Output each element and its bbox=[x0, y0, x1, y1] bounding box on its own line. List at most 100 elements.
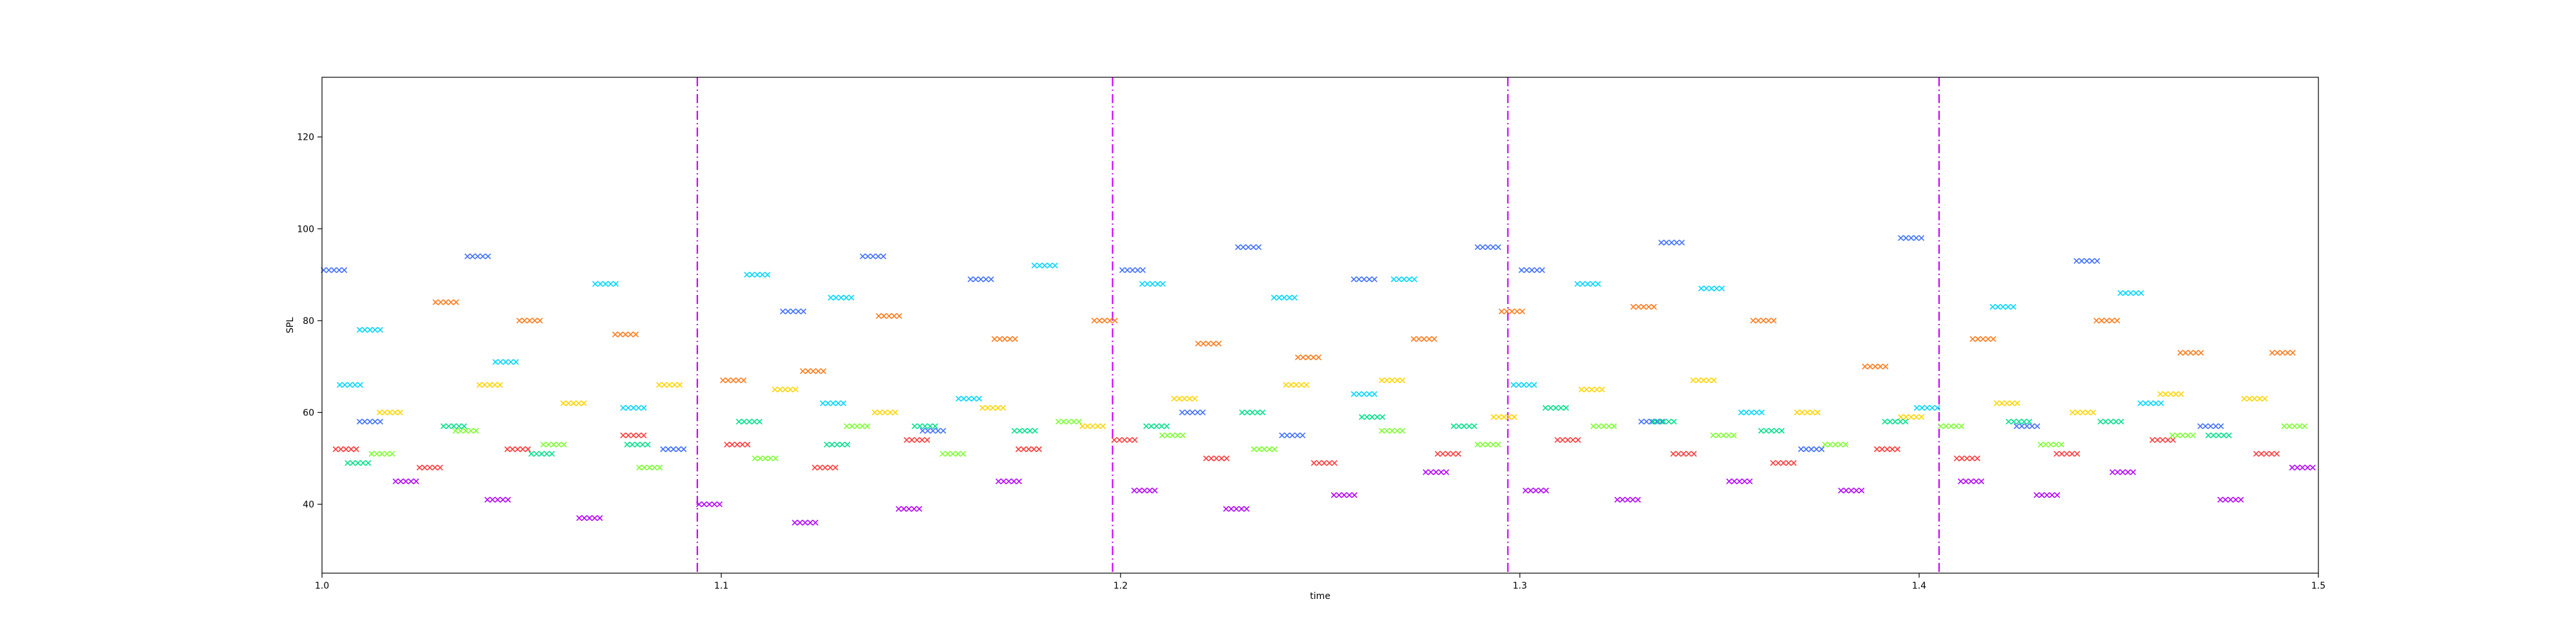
plot-background bbox=[322, 77, 2318, 573]
data-point bbox=[392, 478, 419, 484]
data-point bbox=[540, 441, 567, 448]
data-point bbox=[1670, 451, 1697, 457]
data-point bbox=[1989, 303, 2016, 310]
data-point bbox=[911, 423, 938, 430]
data-point bbox=[2281, 423, 2308, 430]
data-point bbox=[1614, 497, 1641, 503]
y-tick-label: 60 bbox=[303, 408, 314, 418]
data-point bbox=[1590, 423, 1617, 430]
data-point bbox=[432, 299, 459, 305]
data-point bbox=[321, 267, 348, 274]
data-point bbox=[484, 497, 511, 503]
data-point bbox=[1490, 414, 1517, 421]
data-point bbox=[1031, 262, 1058, 269]
data-point bbox=[1350, 391, 1378, 397]
data-point bbox=[516, 317, 543, 324]
data-point bbox=[820, 400, 847, 406]
data-point bbox=[345, 460, 372, 466]
data-point bbox=[2205, 432, 2232, 439]
data-point bbox=[1350, 276, 1378, 283]
data-point bbox=[1522, 488, 1549, 494]
data-point bbox=[1179, 409, 1206, 416]
data-point bbox=[2053, 451, 2080, 457]
data-points bbox=[321, 234, 2316, 526]
data-point bbox=[416, 464, 443, 471]
data-point bbox=[1390, 276, 1417, 283]
data-point bbox=[1379, 428, 1406, 434]
data-point bbox=[332, 446, 359, 453]
data-point bbox=[492, 359, 519, 365]
data-point bbox=[1630, 303, 1657, 310]
data-point bbox=[440, 423, 468, 430]
data-point bbox=[2157, 391, 2184, 397]
data-point bbox=[1499, 308, 1526, 315]
data-point bbox=[636, 464, 663, 471]
data-point bbox=[1015, 446, 1042, 453]
data-point bbox=[476, 382, 503, 388]
data-point bbox=[660, 446, 687, 453]
data-point bbox=[1738, 409, 1765, 416]
data-point bbox=[1873, 446, 1900, 453]
data-point bbox=[2149, 437, 2176, 443]
data-point bbox=[2013, 423, 2040, 430]
data-point bbox=[612, 331, 639, 337]
x-tick-label: 1.3 bbox=[1513, 581, 1527, 591]
data-point bbox=[2169, 432, 2196, 439]
data-point bbox=[980, 404, 1007, 411]
data-point bbox=[2289, 464, 2316, 471]
y-tick-label: 40 bbox=[303, 500, 314, 510]
data-point bbox=[1279, 432, 1306, 439]
data-point bbox=[1331, 492, 1358, 498]
data-point bbox=[1953, 455, 1980, 462]
data-point bbox=[1359, 414, 1386, 421]
x-tick-label: 1.4 bbox=[1912, 581, 1926, 591]
data-point bbox=[1143, 423, 1170, 430]
data-point bbox=[1794, 409, 1821, 416]
data-point bbox=[811, 464, 838, 471]
data-point bbox=[1969, 336, 1996, 342]
data-point bbox=[1862, 363, 1889, 370]
data-point bbox=[2038, 441, 2065, 448]
data-point bbox=[2098, 419, 2125, 425]
plot-frame bbox=[321, 77, 2319, 574]
y-axis-label: SPL bbox=[285, 317, 296, 333]
data-point bbox=[1554, 437, 1581, 443]
data-point bbox=[800, 368, 827, 374]
data-point bbox=[376, 409, 403, 416]
data-point bbox=[844, 423, 871, 430]
data-point bbox=[1159, 432, 1186, 439]
data-point bbox=[1239, 409, 1266, 416]
data-point bbox=[2005, 419, 2032, 425]
data-point bbox=[1450, 423, 1477, 430]
data-point bbox=[2093, 317, 2120, 324]
data-point bbox=[2109, 469, 2136, 475]
data-point bbox=[744, 272, 771, 278]
data-point bbox=[356, 419, 383, 425]
data-point bbox=[2177, 350, 2204, 356]
data-point bbox=[452, 428, 479, 434]
data-point bbox=[1542, 404, 1569, 411]
data-point bbox=[1434, 451, 1461, 457]
data-point bbox=[1578, 386, 1605, 393]
data-point bbox=[1898, 234, 1925, 242]
data-point bbox=[1379, 377, 1406, 384]
data-point bbox=[1195, 340, 1222, 347]
data-point bbox=[1119, 267, 1146, 274]
data-point bbox=[1311, 460, 1338, 466]
data-point bbox=[995, 478, 1022, 484]
data-point bbox=[1294, 354, 1321, 361]
data-point bbox=[1882, 419, 1909, 425]
data-point bbox=[920, 428, 947, 434]
data-point bbox=[724, 441, 751, 448]
data-point bbox=[1993, 400, 2020, 406]
data-point bbox=[1091, 317, 1118, 324]
data-point bbox=[2241, 395, 2268, 402]
data-point bbox=[1710, 432, 1737, 439]
data-point bbox=[2073, 258, 2100, 264]
data-point bbox=[1958, 478, 1985, 484]
data-point bbox=[1283, 382, 1310, 388]
data-point bbox=[1011, 428, 1038, 434]
data-point bbox=[1726, 478, 1753, 484]
data-point bbox=[1758, 428, 1785, 434]
